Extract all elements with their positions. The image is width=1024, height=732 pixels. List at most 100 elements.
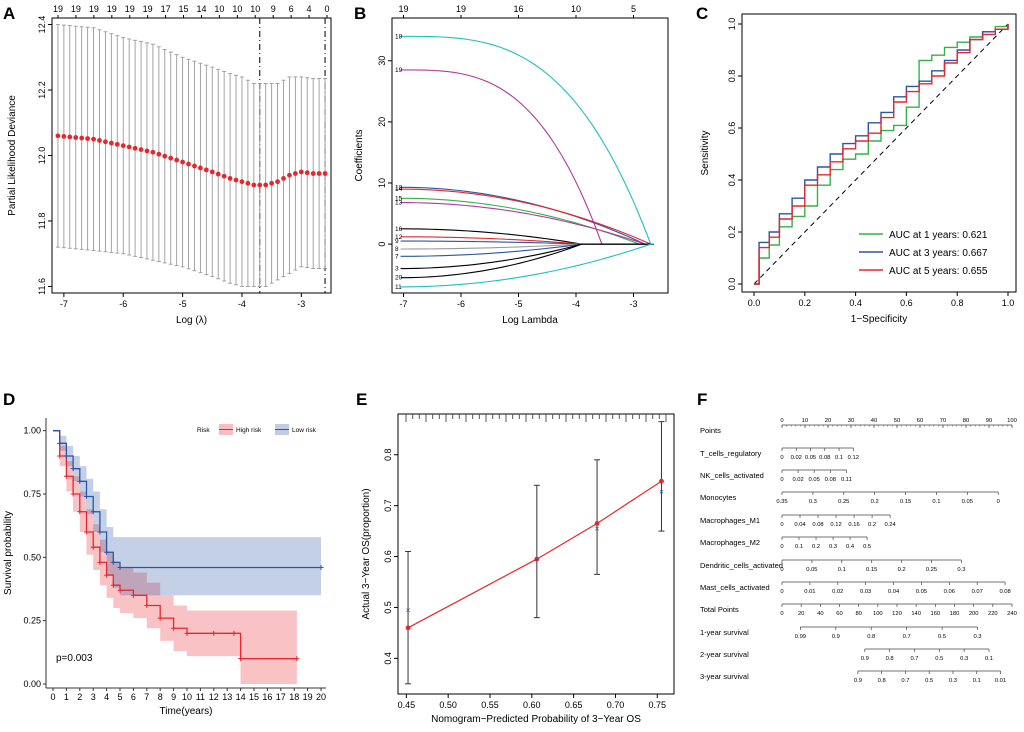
nomogram-tick-label: 220	[988, 611, 998, 617]
deviance-point-a	[233, 177, 239, 183]
coef-label-12: 12	[395, 234, 403, 241]
top-tick-label-a: 9	[271, 4, 276, 14]
deviance-point-a	[126, 144, 132, 150]
nomogram-tick-label: 0.01	[804, 589, 815, 595]
nomogram-tick-label: 0.04	[794, 522, 806, 528]
calibration-line-e	[407, 480, 662, 629]
censor-mark-red	[57, 453, 63, 459]
x-tick-label-e: 0.50	[439, 700, 457, 710]
nomogram-tick-label: 20	[825, 418, 831, 424]
predicted-point-e	[659, 478, 664, 484]
y-tick-label-e: 0.8	[383, 448, 393, 461]
top-tick-label-a: 10	[250, 4, 260, 14]
nomogram-row-label: 2-year survival	[700, 650, 749, 659]
nomogram-tick-label: 0.05	[805, 455, 816, 461]
predicted-point-e	[534, 556, 540, 562]
x-tick-label-d: 1	[64, 692, 69, 702]
nomogram-tick-label: 0.3	[957, 567, 965, 573]
coef-path-18	[400, 35, 654, 245]
nomogram-tick-label: 0	[997, 499, 1000, 505]
p-value-d: p=0.003	[56, 653, 93, 664]
ci-band-red	[53, 430, 297, 684]
censor-mark-blue	[318, 564, 324, 570]
nomogram-tick-label: 80	[855, 611, 861, 617]
nomogram-tick-label: 0.1	[835, 455, 843, 461]
panel-label-f: F	[697, 390, 707, 409]
coef-path-7	[400, 243, 654, 257]
x-tick-label-c: 0.4	[849, 298, 862, 308]
coef-label-16: 16	[395, 226, 403, 233]
deviance-point-a	[257, 182, 263, 188]
y-tick-label-b: 0	[377, 242, 387, 247]
censor-mark-red	[117, 587, 123, 593]
y-tick-label-a: 12.2	[37, 81, 47, 99]
x-tick-label-a: -5	[179, 299, 187, 309]
nomogram-tick-label: 0.5	[938, 634, 946, 640]
nomogram-tick-label: 0.15	[900, 499, 911, 505]
nomogram-tick-label: 100	[873, 611, 883, 617]
nomogram-row-label: Mast_cells_activated	[700, 583, 770, 592]
nomogram-tick-label: 0.02	[791, 455, 802, 461]
top-tick-label-a: 14	[196, 4, 206, 14]
x-tick-label-e: 0.45	[398, 700, 416, 710]
nomogram-tick-label: 0.12	[830, 522, 841, 528]
deviance-point-a	[168, 155, 174, 161]
nomogram-tick-label: 100	[1007, 418, 1017, 424]
nomogram-tick-label: 0.3	[829, 544, 837, 550]
x-tick-label-b: -4	[572, 299, 580, 309]
nomogram-tick-label: 0.2	[868, 522, 876, 528]
deviance-point-a	[162, 153, 168, 159]
censor-mark-red	[238, 656, 244, 662]
deviance-point-a	[97, 138, 102, 143]
x-tick-label-d: 19	[303, 692, 313, 702]
censor-mark-red	[77, 509, 83, 515]
nomogram-tick-label: 90	[986, 418, 992, 424]
legend-label-red: AUC at 5 years: 0.655	[889, 266, 988, 277]
nomogram-tick-label: 160	[930, 611, 940, 617]
deviance-point-a	[85, 136, 91, 141]
nomogram-tick-label: 60	[836, 611, 842, 617]
x-tick-label-e: 0.65	[565, 700, 583, 710]
censor-mark-red	[63, 473, 69, 479]
censor-mark-red	[294, 656, 300, 662]
x-tick-label-b: -5	[514, 299, 522, 309]
coef-label-11: 11	[395, 284, 402, 291]
deviance-point-a	[180, 159, 185, 165]
censor-mark-blue	[104, 549, 110, 555]
coef-path-11	[400, 243, 654, 288]
panel-label-c: C	[696, 4, 708, 23]
x-tick-label-d: 11	[196, 692, 205, 702]
nomogram-tick-label: 140	[911, 611, 921, 617]
x-tick-label-e: 0.70	[607, 700, 625, 710]
censor-mark-red	[84, 529, 89, 535]
deviance-point-a	[198, 165, 203, 171]
x-tick-label-d: 15	[249, 692, 259, 702]
y-tick-label-a: 12.4	[37, 16, 47, 34]
nomogram-tick-label: 0.4	[846, 544, 855, 550]
deviance-point-a	[287, 172, 292, 178]
coef-label-3: 3	[395, 266, 399, 273]
top-tick-label-a: 19	[107, 4, 117, 14]
nomogram-tick-label: 0.8	[878, 678, 886, 684]
x-tick-label-e: 0.55	[481, 700, 499, 710]
x-tick-label-d: 13	[222, 692, 232, 702]
y-tick-label-b: 30	[377, 56, 387, 66]
nomogram-tick-label: 60	[917, 418, 923, 424]
x-tick-label-d: 14	[236, 692, 246, 702]
nomogram-tick-label: 0	[780, 418, 783, 424]
x-tick-label-d: 8	[158, 692, 163, 702]
y-tick-label-a: 11.8	[37, 213, 47, 230]
nomogram-tick-label: 0	[780, 567, 783, 573]
nomogram-tick-label: 0.25	[838, 499, 849, 505]
nomogram-tick-label: 240	[1007, 611, 1017, 617]
nomogram-tick-label: 0.3	[973, 634, 981, 640]
coef-path-9	[400, 240, 654, 245]
coef-label-8: 8	[395, 246, 399, 253]
x-tick-label-c: 0.2	[799, 298, 812, 308]
nomogram-tick-label: 20	[798, 611, 804, 617]
nomogram-tick-label: 10	[802, 418, 808, 424]
nomogram-tick-label: 0	[780, 522, 783, 528]
deviance-point-a	[120, 143, 126, 149]
nomogram-tick-label: 0.7	[903, 634, 911, 640]
x-tick-label-b: -3	[629, 299, 637, 309]
